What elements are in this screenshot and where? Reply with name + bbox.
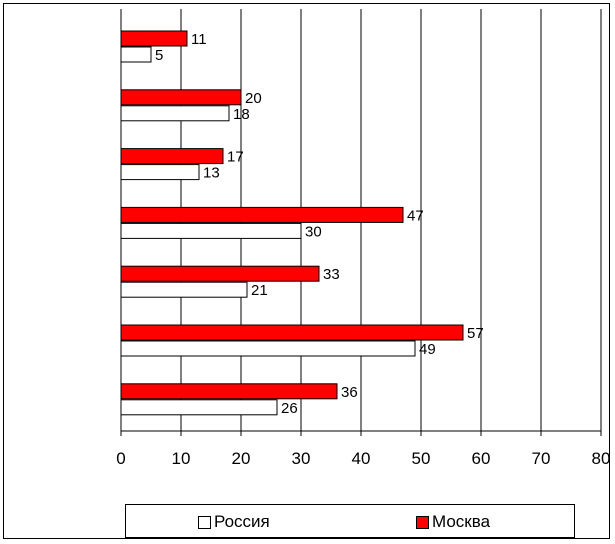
bar-russia-6 xyxy=(120,340,416,357)
bar-russia-5 xyxy=(120,281,248,298)
bar-russia-3 xyxy=(120,164,200,181)
data-label-moscow-7: 36 xyxy=(341,384,358,401)
data-label-russia-2: 18 xyxy=(233,106,250,123)
x-tick-label-80: 80 xyxy=(592,449,611,468)
x-tick-label-20: 20 xyxy=(232,449,251,468)
bar-russia-2 xyxy=(120,105,230,122)
legend-swatch-russia xyxy=(198,515,211,529)
data-label-russia-7: 26 xyxy=(281,400,298,417)
data-label-moscow-5: 33 xyxy=(323,266,340,283)
legend-swatch-moscow xyxy=(416,515,429,529)
bar-russia-4 xyxy=(120,222,302,239)
bar-moscow-3 xyxy=(120,148,224,165)
bar-russia-1 xyxy=(120,46,152,63)
data-label-moscow-6: 57 xyxy=(467,325,484,342)
legend-entry-moscow: Москва xyxy=(416,512,490,532)
data-label-moscow-4: 47 xyxy=(407,207,424,224)
data-label-moscow-3: 17 xyxy=(227,149,244,166)
bar-moscow-2 xyxy=(120,89,242,106)
data-label-russia-6: 49 xyxy=(419,341,436,358)
bar-moscow-5 xyxy=(120,265,320,282)
x-tick-label-30: 30 xyxy=(292,449,311,468)
x-tick-label-0: 0 xyxy=(116,449,125,468)
data-label-russia-5: 21 xyxy=(251,282,268,299)
data-label-russia-1: 5 xyxy=(155,47,163,64)
bar-moscow-6 xyxy=(120,324,464,341)
chart-legend: Россия Москва xyxy=(125,504,575,538)
data-label-russia-4: 30 xyxy=(305,223,322,240)
x-tick-label-70: 70 xyxy=(532,449,551,468)
bar-moscow-7 xyxy=(120,383,338,400)
bar-russia-7 xyxy=(120,399,278,416)
legend-entry-russia: Россия xyxy=(198,512,270,532)
bar-moscow-4 xyxy=(120,206,404,223)
data-label-russia-3: 13 xyxy=(203,165,220,182)
x-tick-label-60: 60 xyxy=(472,449,491,468)
x-tick-label-50: 50 xyxy=(412,449,431,468)
data-label-moscow-2: 20 xyxy=(245,90,262,107)
bar-moscow-1 xyxy=(120,30,188,47)
legend-label-russia: Россия xyxy=(214,512,270,531)
x-tick-label-40: 40 xyxy=(352,449,371,468)
x-tick-label-10: 10 xyxy=(172,449,191,468)
legend-label-moscow: Москва xyxy=(432,512,491,531)
data-label-moscow-1: 11 xyxy=(191,31,207,48)
